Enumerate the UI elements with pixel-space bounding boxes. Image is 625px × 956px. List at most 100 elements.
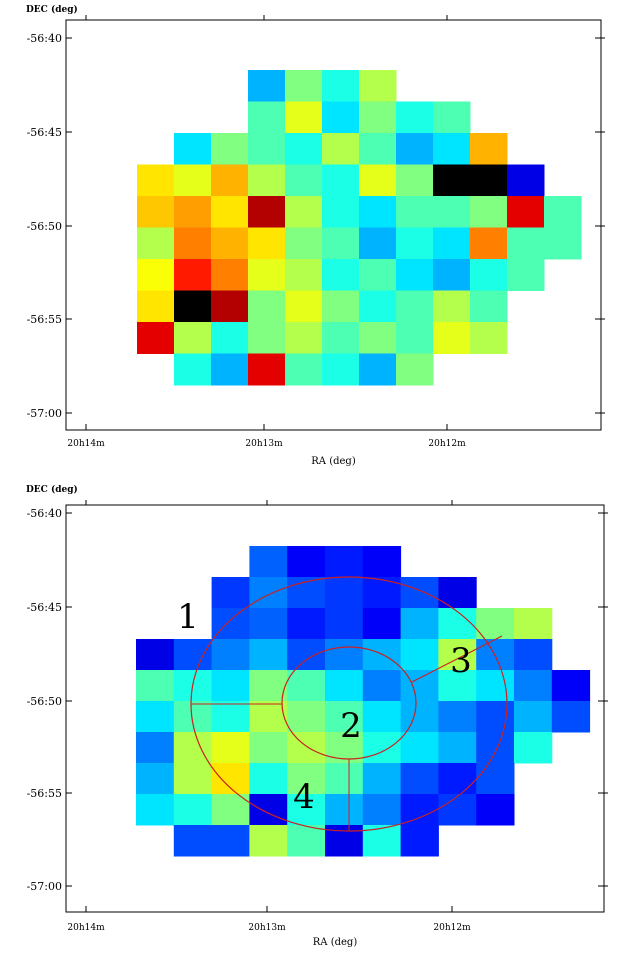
heatmap-cell	[433, 227, 471, 260]
heatmap-cell	[400, 701, 439, 733]
y-tick-label: -56:40	[27, 32, 62, 45]
heatmap-cell	[400, 763, 439, 795]
heatmap-cell	[470, 133, 508, 165]
heatmap-cell	[287, 763, 326, 795]
heatmap-cell	[249, 763, 288, 795]
y-tick-label: -56:55	[27, 787, 62, 800]
heatmap-cell	[173, 639, 213, 671]
heatmap-cell	[396, 227, 434, 260]
heatmap-cell	[359, 353, 397, 386]
heatmap-cell	[211, 639, 250, 671]
heatmap-cell	[359, 133, 397, 165]
heatmap-cell	[514, 701, 553, 733]
heatmap-cell	[211, 164, 249, 197]
heatmap-cell	[362, 701, 402, 733]
heatmap-cell	[285, 322, 323, 354]
heatmap-cell	[211, 290, 249, 323]
heatmap-cell	[287, 670, 326, 702]
panel-bottom-heatmap: -56:40 -56:45 -56:50 -56:55 -57:00 20h14m 20h1…	[26, 484, 608, 948]
heatmap-cell	[249, 732, 288, 764]
heatmap-cell	[470, 290, 508, 323]
heatmap-cell	[249, 608, 288, 640]
heatmap-cell	[362, 732, 402, 764]
y-tick-label: -56:50	[27, 220, 62, 233]
heatmap-cell	[136, 794, 175, 826]
heatmap-cell	[174, 164, 212, 197]
heatmap-cell	[438, 732, 477, 764]
heatmap-cell	[476, 670, 515, 702]
heatmap-cell	[248, 196, 286, 228]
heatmap-cell	[211, 763, 250, 795]
heatmap-cell	[248, 353, 286, 386]
heatmap-cell	[433, 290, 471, 323]
y-tick-label: -56:45	[27, 126, 62, 139]
heatmap-cell	[514, 732, 553, 764]
heatmap-cell	[359, 227, 397, 260]
heatmap-cell	[285, 133, 323, 165]
heatmap-cell	[325, 763, 364, 795]
heatmap-cell	[173, 794, 213, 826]
heatmap-cell	[325, 701, 364, 733]
heatmap-cell	[137, 196, 175, 228]
heatmap-cell	[249, 639, 288, 671]
heatmap-cell	[136, 732, 175, 764]
heatmap-cell	[433, 322, 471, 354]
heatmap-cell	[285, 70, 323, 102]
region-label-2: 2	[340, 706, 362, 746]
heatmap-cell	[174, 290, 212, 323]
heatmap-cell	[248, 164, 286, 197]
heatmap-cell	[249, 546, 288, 578]
heatmap-cell	[514, 670, 553, 702]
x-tick-label: 20h13m	[248, 923, 286, 933]
heatmap-cell	[285, 196, 323, 228]
heatmap-cell	[322, 133, 360, 165]
heatmap-cell	[248, 133, 286, 165]
heatmap-cell	[322, 164, 360, 197]
heatmap-cell	[248, 101, 286, 134]
heatmap-cell	[400, 639, 439, 671]
heatmap-cell	[137, 227, 175, 260]
heatmap-cell	[396, 133, 434, 165]
heatmap-cell	[249, 670, 288, 702]
heatmap-cell	[322, 290, 360, 323]
heatmap-cell	[544, 227, 582, 260]
heatmap-cell	[438, 608, 477, 640]
heatmap-cell	[470, 259, 508, 291]
heatmap-cell	[173, 763, 213, 795]
heatmap-cell	[325, 670, 364, 702]
heatmap-cell	[248, 322, 286, 354]
heatmap-cell	[362, 763, 402, 795]
heatmap-cell	[438, 763, 477, 795]
heatmap-cell	[287, 794, 326, 826]
heatmap-cell	[249, 825, 288, 857]
heatmap-cell	[249, 794, 288, 826]
heatmap-cell	[137, 290, 175, 323]
heatmap-cell	[137, 259, 175, 291]
heatmap-cell	[211, 608, 250, 640]
heatmap-cell	[396, 259, 434, 291]
heatmap-cell	[396, 322, 434, 354]
heatmap-cell	[438, 670, 477, 702]
x-axis-label: RA (deg)	[313, 937, 358, 948]
panel-top-heatmap: -56:40 -56:45 -56:50 -56:55 -57:00 20h14m 20h1…	[26, 4, 605, 467]
heatmap-cell	[287, 608, 326, 640]
heatmap-cell	[174, 196, 212, 228]
plot-frame	[65, 504, 605, 913]
heatmap-cell	[362, 608, 402, 640]
heatmap-cell	[396, 290, 434, 323]
heatmap-cell	[248, 70, 286, 102]
heatmap-cell	[507, 196, 545, 228]
heatmap-cell	[438, 701, 477, 733]
heatmap-cell	[476, 639, 515, 671]
heatmap-cell	[470, 227, 508, 260]
y-tick-label: -56:50	[27, 695, 62, 708]
heatmap-cell	[476, 608, 515, 640]
heatmap-cell	[211, 133, 249, 165]
region-label-4: 4	[293, 777, 315, 817]
x-axis-label: RA (deg)	[311, 456, 356, 467]
heatmap-cell	[211, 353, 249, 386]
y-tick-label: -56:55	[27, 313, 62, 326]
heatmap-cell	[507, 164, 545, 197]
heatmap-cell	[322, 322, 360, 354]
heatmap-cell	[507, 227, 545, 260]
